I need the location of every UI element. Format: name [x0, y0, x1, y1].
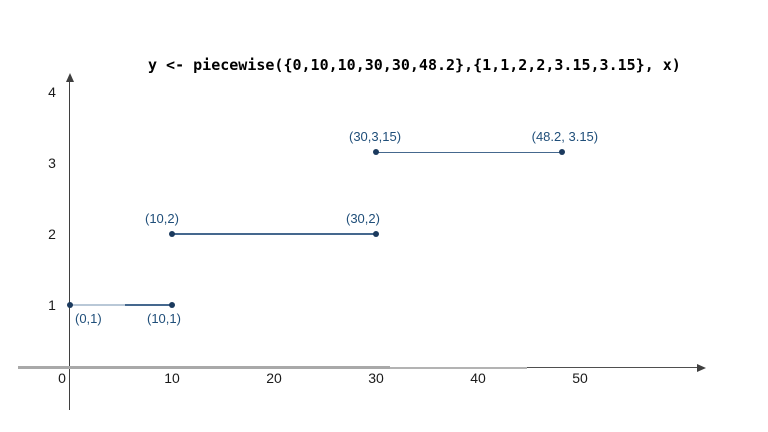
- y-axis-arrow-icon: [66, 73, 74, 82]
- x-tick-label: 50: [572, 370, 588, 386]
- data-point: [373, 231, 379, 237]
- y-tick-label: 2: [48, 226, 56, 242]
- x-tick-label: 10: [164, 370, 180, 386]
- data-point: [169, 302, 175, 308]
- segment-line: [125, 304, 172, 306]
- data-point: [558, 149, 565, 156]
- y-axis-line: [69, 80, 71, 410]
- x-axis-arrow-icon: [697, 364, 706, 372]
- segment-line: [172, 233, 376, 235]
- plot-title: y <- piecewise({0,10,10,30,30,48.2},{1,1…: [148, 56, 681, 74]
- x-tick-label: 40: [470, 370, 486, 386]
- segment-line: [70, 304, 126, 306]
- segment-line: [376, 151, 562, 154]
- x-tick-label: 20: [266, 370, 282, 386]
- data-point: [373, 149, 379, 156]
- point-label: (10,2): [145, 211, 179, 226]
- data-point: [67, 302, 73, 308]
- x-axis-line-mid: [390, 366, 527, 369]
- point-label: (10,1): [147, 311, 181, 326]
- point-label: (0,1): [75, 311, 102, 326]
- y-tick-label: 3: [48, 155, 56, 171]
- x-axis-line: [18, 366, 390, 369]
- point-label: (30,2): [346, 211, 380, 226]
- data-point: [169, 231, 175, 237]
- y-tick-label: 1: [48, 297, 56, 313]
- y-tick-label: 4: [48, 84, 56, 100]
- x-axis-line-end: [527, 367, 698, 369]
- origin-label: 0: [58, 370, 66, 386]
- point-label: (48.2, 3.15): [531, 129, 599, 145]
- x-tick-label: 30: [368, 370, 384, 386]
- point-label: (30,3,15): [349, 129, 402, 145]
